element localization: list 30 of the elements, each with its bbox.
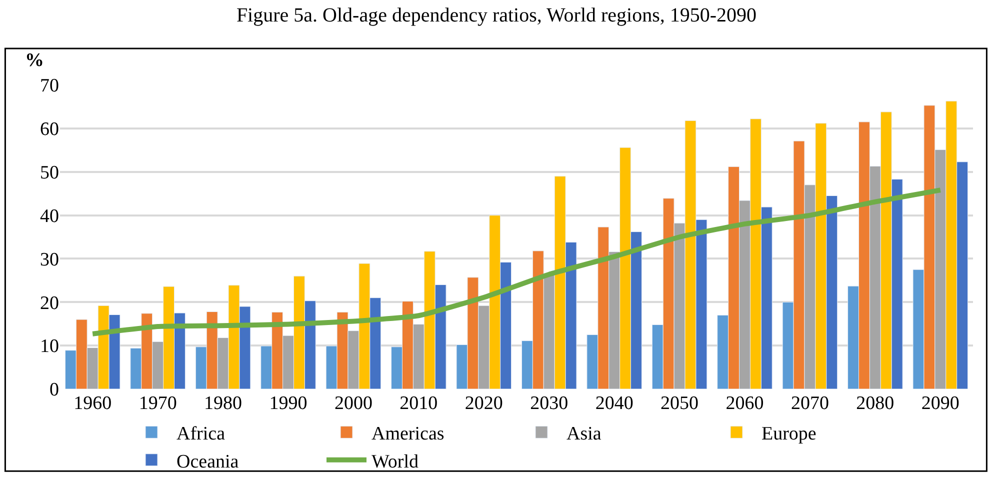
chart-title: Figure 5a. Old-age dependency ratios, World regions, 1950-2090 (236, 4, 757, 26)
legend-label: Europe (762, 424, 816, 445)
y-tick-label: 40 (40, 206, 59, 227)
x-tick-label: 1960 (74, 393, 112, 414)
y-tick-label: 0 (50, 380, 59, 401)
x-tick-label: 2070 (790, 393, 829, 414)
x-tick-label: 2040 (595, 393, 634, 414)
legend-label: Americas (372, 424, 444, 445)
x-tick-label: 2050 (660, 393, 699, 414)
legend-label: World (372, 451, 420, 472)
x-tick-label: 2060 (726, 393, 764, 414)
x-tick-label: 2090 (921, 393, 960, 414)
x-tick-label: 2080 (856, 393, 894, 414)
legend-label: Africa (176, 424, 226, 445)
x-tick-label: 2020 (464, 393, 503, 414)
x-tick-label: 2010 (400, 393, 438, 414)
y-tick-label: 50 (40, 162, 59, 184)
y-tick-label: 60 (40, 119, 59, 140)
legend-label: Oceania (176, 451, 240, 472)
x-tick-label: 1990 (269, 393, 308, 414)
legend-label: Asia (566, 424, 602, 445)
y-tick-label: 70 (40, 76, 59, 97)
x-tick-label: 1980 (204, 393, 242, 414)
y-tick-label: 10 (40, 336, 59, 358)
x-tick-label: 1970 (138, 393, 177, 414)
x-tick-label: 2030 (530, 393, 568, 414)
y-tick-label: 20 (40, 292, 59, 314)
y-tick-label: 30 (40, 249, 59, 270)
y-axis-title: % (25, 50, 44, 71)
x-tick-label: 2000 (334, 393, 372, 414)
